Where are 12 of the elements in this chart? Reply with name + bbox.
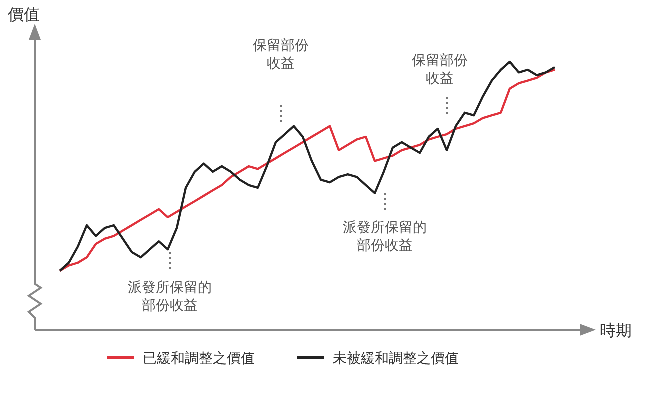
annotation: 派發所保留的部份收益 [343, 193, 427, 254]
legend-label: 未被緩和調整之價值 [333, 351, 459, 367]
annotation: 派發所保留的部份收益 [343, 220, 427, 254]
legend-label: 已緩和調整之價值 [143, 351, 255, 367]
annotation: 派發所保留的部份收益 [128, 252, 212, 314]
annotation: 保留部份收益 [253, 38, 309, 72]
annotation: 保留部份收益 [412, 53, 468, 117]
x-axis-title: 時期 [600, 321, 632, 340]
y-axis-title: 價值 [8, 5, 40, 24]
annotation: 保留部份收益 [253, 38, 309, 125]
annotation: 派發所保留的部份收益 [128, 280, 212, 314]
annotation: 保留部份收益 [412, 53, 468, 87]
